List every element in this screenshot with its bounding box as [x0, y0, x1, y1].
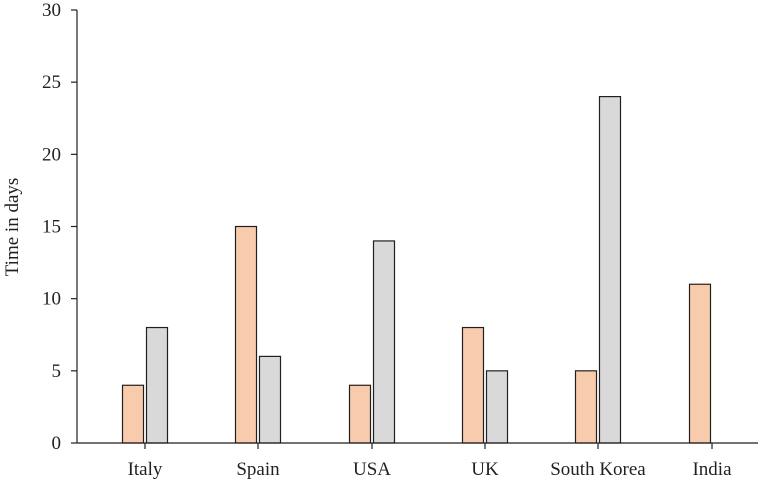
bar [348, 384, 372, 444]
x-axis: Italy Spain USA UK South Korea India [128, 443, 732, 480]
bar [258, 355, 282, 444]
bar [461, 326, 485, 444]
bar [234, 225, 258, 444]
bar [598, 95, 622, 444]
x-tick-label: Italy [128, 459, 163, 480]
bar [121, 384, 145, 444]
x-tick-label: India [692, 459, 732, 480]
bar [145, 326, 169, 444]
x-tick-label: Spain [236, 459, 280, 480]
y-tick-label: 15 [42, 217, 61, 238]
y-tick-label: 20 [42, 144, 61, 165]
y-axis-label: Time in days [2, 178, 23, 277]
y-tick-label: 30 [42, 0, 61, 21]
x-tick-label: UK [471, 459, 499, 480]
y-tick-label: 0 [52, 433, 62, 454]
bar [485, 370, 509, 444]
x-tick-label: USA [353, 459, 391, 480]
y-tick-label: 25 [42, 72, 61, 93]
bar [574, 370, 598, 444]
y-tick-label: 5 [52, 361, 62, 382]
bars-group [121, 95, 712, 444]
y-tick-label: 10 [42, 289, 61, 310]
y-axis: 0 5 10 15 20 25 30 [42, 0, 77, 454]
bar [372, 240, 396, 444]
bar [688, 283, 712, 444]
x-tick-label: South Korea [550, 459, 646, 480]
